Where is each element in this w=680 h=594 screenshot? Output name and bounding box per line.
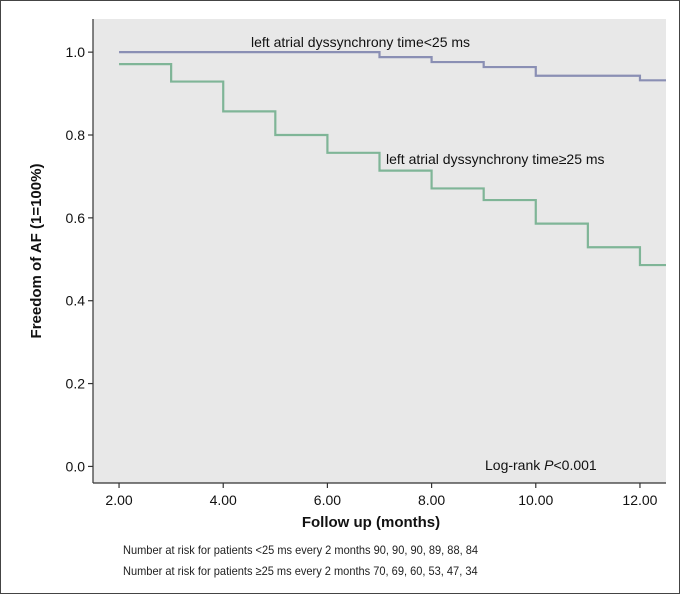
y-tick-label: 0.4 [66,293,86,309]
y-tick-label: 1.0 [66,44,86,60]
x-tick-label: 10.00 [518,492,553,508]
y-tick-label: 0.6 [66,210,86,226]
x-tick-label: 12.00 [622,492,657,508]
x-axis-label: Follow up (months) [302,514,440,531]
logrank-annotation: Log-rank P<0.001 [485,457,597,473]
annotations: left atrial dyssynchrony time<25 ms left … [251,34,605,473]
survival-curves [119,51,666,267]
x-tick-label: 8.00 [418,492,445,508]
x-tick-label: 6.00 [314,492,341,508]
x-tick-label: 2.00 [105,492,132,508]
series-2-label: left atrial dyssynchrony time≥25 ms [386,151,605,167]
survival-curve-series-1 [119,51,666,82]
y-tick-label: 0.8 [66,127,86,143]
y-tick-label: 0.0 [66,458,86,474]
axes: 0.0 0.2 0.4 0.6 0.8 1.0 2.00 4.00 6.00 8.00 10.00 1… [66,19,666,508]
y-tick-label: 0.2 [66,376,86,392]
x-tick-label: 4.00 [210,492,237,508]
series-1-label: left atrial dyssynchrony time<25 ms [251,34,470,50]
plot-area [93,19,666,483]
survival-curve-series-2 [119,63,666,267]
y-axis-label: Freedom of AF (1=100%) [28,164,45,339]
risk-row-long: Number at risk for patients ≥25 ms every… [123,564,478,578]
risk-row-short: Number at risk for patients <25 ms every… [123,543,479,557]
